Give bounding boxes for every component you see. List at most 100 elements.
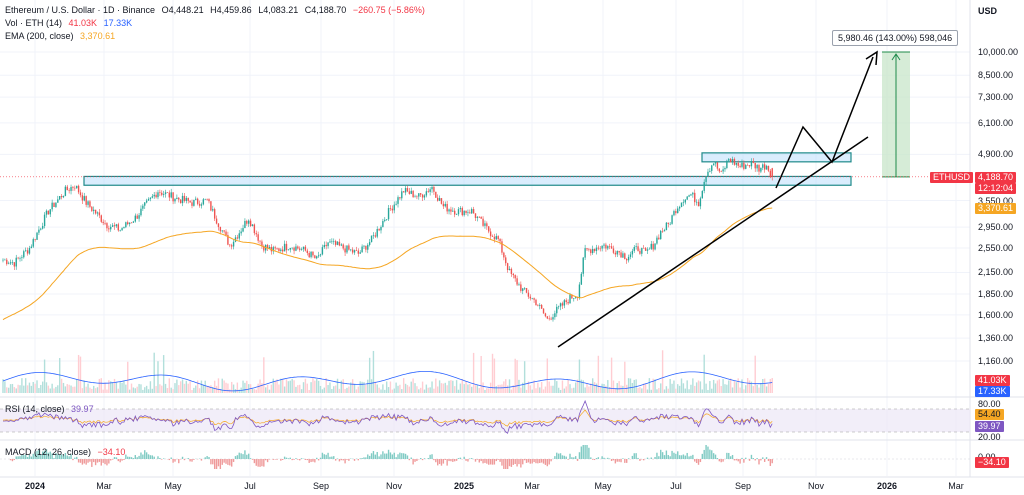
candle-body [225, 231, 227, 236]
volume-bar [440, 383, 443, 393]
candle-body [626, 259, 628, 261]
volume-value-1: 41.03K [68, 18, 98, 28]
macd-histogram-bar [684, 455, 686, 459]
candle-body [622, 253, 624, 258]
candle-body [433, 186, 435, 192]
volume-bar [438, 380, 441, 393]
volume-bar [442, 383, 445, 393]
x-tick-label: Nov [385, 481, 403, 491]
projection-callout[interactable]: 5,980.46 (143.00%) 598,046 [832, 30, 959, 46]
volume-bar [278, 384, 280, 393]
volume-bar [319, 385, 322, 393]
candle-body [661, 230, 664, 232]
volume-bar [312, 378, 314, 393]
volume-bar [595, 383, 598, 393]
symbol-title[interactable]: Ethereum / U.S. Dollar · 1D · Binance [5, 5, 156, 15]
volume-bar [87, 383, 89, 393]
candle-body [189, 200, 191, 203]
candle-body [282, 249, 284, 252]
candle-body [393, 204, 395, 211]
volume-bar [127, 361, 129, 393]
macd-histogram-bar [253, 459, 256, 464]
candle-body [380, 226, 382, 231]
candle-body [70, 187, 72, 191]
macd-histogram-bar [752, 458, 755, 459]
volume-bar [353, 384, 356, 393]
macd-histogram-bar [338, 459, 341, 462]
ema-legend[interactable]: EMA (200, close) 3,370.61 [5, 31, 119, 42]
volume-bar [212, 386, 214, 393]
candle-body [597, 247, 600, 249]
macd-histogram-bar [635, 453, 637, 459]
macd-histogram-bar [448, 459, 450, 462]
candle-body [213, 209, 216, 219]
macd-histogram-bar [368, 455, 371, 459]
macd-histogram-bar [34, 452, 36, 459]
volume-value-2: 17.33K [103, 18, 133, 28]
macd-histogram-bar [735, 459, 738, 461]
volume-bar [144, 387, 146, 393]
candle-body [546, 316, 549, 319]
candle-body [49, 209, 51, 215]
candle-body [711, 165, 713, 171]
macd-histogram-bar [588, 447, 590, 459]
macd-histogram-bar [584, 445, 586, 459]
volume-bar [393, 388, 395, 393]
macd-histogram-bar [624, 459, 626, 463]
volume-bar [756, 384, 758, 393]
macd-histogram-bar [499, 459, 501, 462]
candle-body [401, 191, 403, 199]
candle-body [435, 191, 437, 198]
candle-body [440, 198, 443, 204]
macd-histogram-bar [459, 457, 462, 459]
volume-bar [179, 381, 182, 393]
volume-bar [639, 387, 641, 393]
volume-bar [533, 380, 535, 393]
macd-histogram-bar [183, 459, 186, 461]
volume-bar [720, 386, 722, 393]
candle-body [667, 222, 669, 224]
volume-bar [382, 384, 384, 393]
volume-legend[interactable]: Vol · ETH (14) 41.03K 17.33K [5, 18, 136, 29]
candle-body [183, 195, 186, 201]
volume-bar [291, 378, 293, 393]
macd-histogram-bar [370, 453, 373, 459]
volume-bar [238, 389, 240, 393]
volume-bar [678, 385, 681, 393]
macd-histogram-bar [308, 459, 310, 463]
volume-bar [4, 381, 6, 393]
macd-histogram-bar [671, 450, 673, 459]
candle-body [620, 252, 622, 258]
volume-bar [189, 381, 191, 393]
volume-bar [213, 380, 216, 393]
volume-bar [351, 379, 354, 393]
candle-body [408, 191, 411, 194]
volume-bar [153, 352, 155, 393]
candle-body [656, 237, 658, 244]
volume-bar [469, 383, 471, 393]
volume-bar [117, 388, 119, 393]
volume-bar [476, 384, 479, 393]
candle-body [202, 199, 205, 205]
rsi-legend[interactable]: RSI (14, close) 39.97 [5, 404, 98, 415]
volume-bar [380, 389, 382, 393]
macd-histogram-bar [467, 459, 469, 462]
macd-histogram-bar [529, 459, 532, 464]
macd-histogram-bar [620, 459, 622, 463]
volume-bar [261, 383, 263, 393]
macd-histogram-bar [762, 457, 764, 459]
x-tick-label: Mar [948, 481, 964, 491]
macd-histogram-bar [401, 453, 403, 459]
macd-histogram-bar [637, 457, 639, 459]
x-tick-label: Mar [96, 481, 112, 491]
volume-bar [765, 386, 768, 393]
macd-histogram-bar [293, 459, 295, 460]
y-tick-label: 1,600.00 [978, 309, 1014, 320]
volume-bar [669, 379, 671, 393]
volume-bar [501, 384, 503, 393]
candle-body [255, 233, 257, 235]
macd-legend[interactable]: MACD (12, 26, close) −34.10 [5, 447, 129, 458]
candle-body [637, 246, 639, 251]
macd-histogram-bar [544, 459, 547, 465]
